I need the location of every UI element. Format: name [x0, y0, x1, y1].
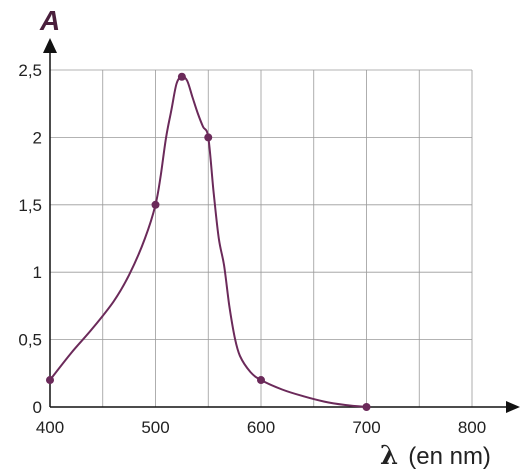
x-axis-label-symbol: λ [380, 441, 398, 471]
y-tick-label: 1,5 [18, 196, 42, 215]
x-axis-arrow-icon [506, 401, 520, 413]
series [46, 72, 371, 411]
y-axis-arrow-icon [43, 38, 57, 53]
x-tick-label: 700 [352, 418, 380, 437]
axes [43, 38, 520, 413]
x-tick-label: 400 [36, 418, 64, 437]
data-point [204, 133, 213, 142]
x-axis-label-unit: (en nm) [408, 443, 491, 470]
y-tick-label: 2,5 [18, 61, 42, 80]
y-tick-label: 1 [33, 263, 42, 282]
data-point [362, 403, 371, 411]
x-tick-label: 800 [458, 418, 486, 437]
y-tick-label: 0 [33, 398, 42, 417]
y-tick-label: 2 [33, 128, 42, 147]
grid [50, 69, 473, 407]
x-tick-label: 500 [141, 418, 169, 437]
data-point [257, 376, 265, 385]
data-point [46, 376, 54, 385]
x-axis-label: λ (en nm) [380, 441, 491, 471]
x-tick-label: 600 [247, 418, 275, 437]
tick-labels: 400 500 600 700 800 0 0,5 1 1,5 2 2,5 [18, 61, 486, 437]
data-point [151, 200, 160, 209]
data-point [177, 72, 186, 81]
y-tick-label: 0,5 [18, 331, 42, 350]
y-axis-label: A [39, 5, 60, 36]
